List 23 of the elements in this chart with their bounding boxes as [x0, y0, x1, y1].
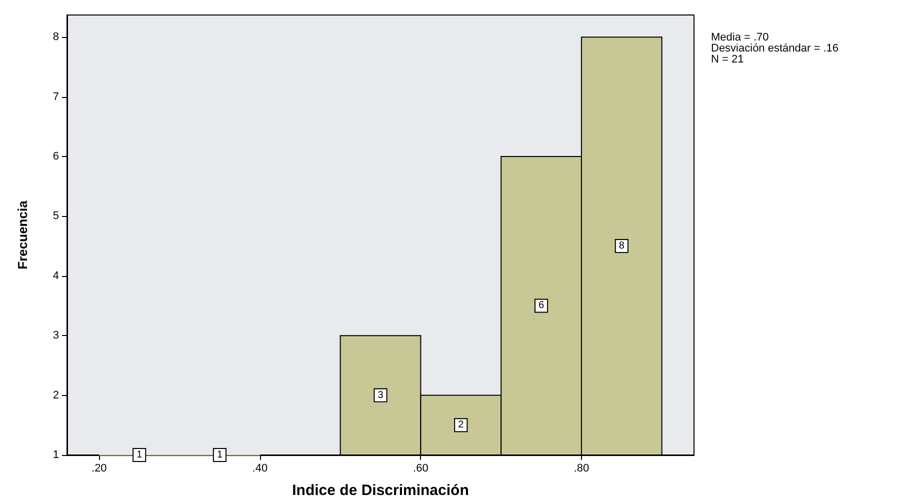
y-tick-label: 3	[52, 330, 59, 342]
x-tick-label: .20	[92, 462, 107, 474]
x-tick-label: .40	[252, 462, 268, 474]
x-tick-label: .60	[413, 462, 428, 474]
y-axis-title: Frecuencia	[15, 200, 30, 270]
data-label: 2	[458, 420, 464, 431]
y-tick-label: 1	[52, 449, 59, 461]
text: N = 21	[711, 54, 744, 66]
text: Desviación estándar = .16	[711, 42, 838, 54]
data-label: 8	[618, 240, 625, 252]
data-label: 1	[136, 450, 143, 460]
y-tick-label: 4	[52, 270, 59, 282]
y-tick-label: 8	[52, 31, 59, 44]
data-label: 6	[538, 300, 544, 312]
data-label: 1	[216, 450, 223, 460]
y-tick-label: 7	[52, 90, 59, 103]
data-label: 3	[378, 390, 384, 401]
x-tick-label: .80	[574, 462, 590, 474]
y-tick-label: 6	[52, 150, 59, 162]
y-tick-label: 2	[52, 389, 59, 402]
x-axis-title: Indice de Discriminación	[292, 482, 469, 499]
text: Media = .70	[711, 32, 769, 44]
y-tick-label: 5	[52, 210, 59, 222]
